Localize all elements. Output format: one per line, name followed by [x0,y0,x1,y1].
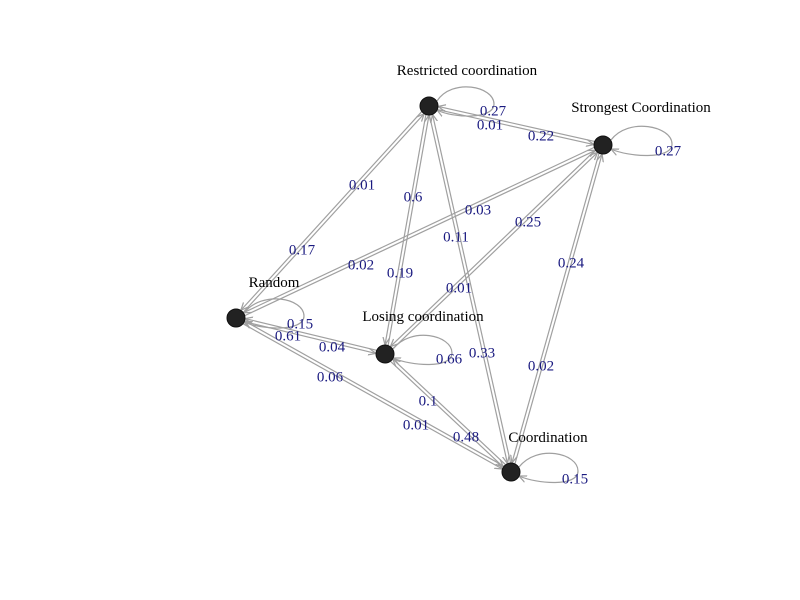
edge-weight-label: 0.06 [317,369,344,385]
node-label-losing: Losing coordination [362,309,484,325]
edge-labels-layer: 0.27 0.27 0.15 0.66 0.15 0.01 0.22 0.17 0.01 0.19… [275,103,682,487]
edge-strongest-to-restricted [438,106,595,143]
node-losing [375,344,395,364]
edge-weight-label: 0.1 [419,393,438,409]
node-random [226,308,246,328]
edge-weight-label: 0.24 [558,255,585,271]
edge-coordination-to-random [245,321,505,467]
edge-random-to-restricted [242,114,424,313]
edge-weight-label: 0.15 [562,471,588,487]
node-label-restricted: Restricted coordination [397,63,538,79]
edge-restricted-to-random [241,111,423,311]
edge-weight-label: 0.33 [469,345,495,361]
edge-restricted-to-losing [385,114,427,345]
edge-weight-label: 0.03 [465,202,491,218]
edge-coordination-to-losing [393,359,506,466]
edge-losing-to-random [245,319,377,351]
edge-weight-label: 0.02 [528,358,554,374]
edge-random-to-strongest [244,150,596,317]
edge-strongest-to-random [243,146,595,312]
edge-weight-label: 0.01 [403,417,429,433]
edge-random-to-losing [244,321,376,354]
node-restricted [419,96,439,116]
edge-weight-label: 0.27 [480,103,507,119]
edge-weight-label: 0.61 [275,328,301,344]
edge-weight-label: 0.01 [446,280,472,296]
edge-coordination-to-strongest [514,154,602,464]
nodes-layer [226,96,613,482]
edge-weight-label: 0.01 [349,177,375,193]
edge-losing-to-coordination [390,360,503,467]
node-label-random: Random [249,275,300,291]
edge-weight-label: 0.22 [528,128,554,144]
edges-layer [241,86,673,484]
edge-weight-label: 0.02 [348,257,374,273]
edge-weight-label: 0.25 [515,214,541,230]
edge-weight-label: 0.19 [387,265,413,281]
edge-weight-label: 0.17 [289,242,316,258]
edge-restricted-to-coordination [428,115,507,463]
edge-weight-label: 0.11 [443,229,469,245]
edge-losing-to-strongest [392,152,598,350]
edge-weight-label: 0.04 [319,339,346,355]
edge-weight-label: 0.6 [404,189,423,205]
edge-weight-label: 0.66 [436,351,463,367]
self-loop-edge-coordination [519,452,579,484]
node-label-strongest: Strongest Coordination [571,100,711,116]
node-labels-layer: Restricted coordination Strongest Coordin… [249,63,712,446]
self-loop-edge-restricted [437,86,495,116]
edge-coordination-to-restricted [433,114,512,463]
self-loop-edge-strongest [611,125,673,157]
edge-random-to-coordination [242,323,502,469]
edge-strongest-to-coordination [512,153,600,463]
edge-strongest-to-losing [390,149,596,347]
node-label-coordination: Coordination [508,430,588,446]
node-strongest [593,135,613,155]
edge-weight-label: 0.48 [453,429,479,445]
edge-weight-label: 0.01 [477,117,503,133]
edge-losing-to-restricted [387,115,429,346]
edge-restricted-to-strongest [437,108,593,145]
self-loop-edge-losing [393,334,453,366]
edge-weight-label: 0.15 [287,316,313,332]
node-coordination [501,462,521,482]
edge-weight-label: 0.27 [655,143,682,159]
